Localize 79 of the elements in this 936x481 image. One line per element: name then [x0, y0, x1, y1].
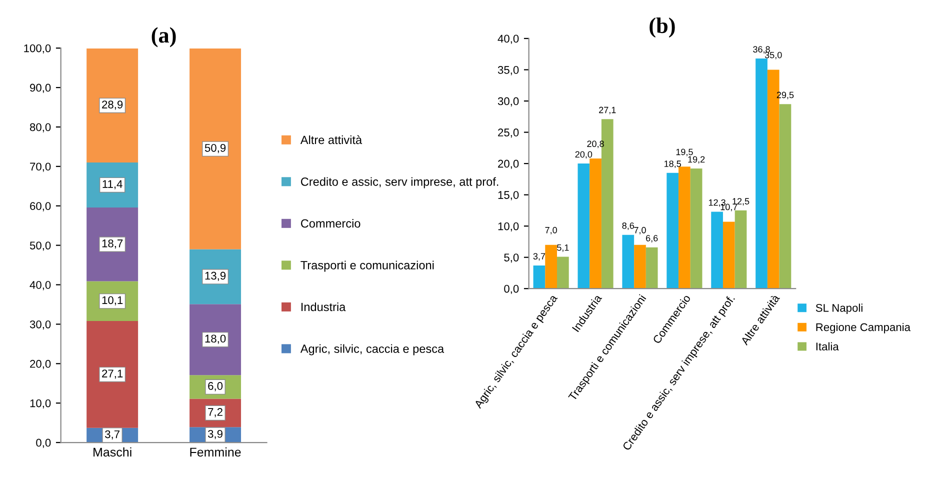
chart-title: (a): [152, 27, 176, 48]
legend-label: Regione Campania: [816, 322, 910, 334]
data-label: 8,6: [622, 222, 634, 230]
bar: [86, 321, 138, 428]
bar: [545, 244, 557, 289]
y-tick-label: 40,0: [30, 281, 51, 290]
data-label: 50,9: [204, 144, 226, 154]
data-label: 19,5: [676, 148, 693, 156]
bar: [690, 168, 702, 289]
y-tick-label: 30,0: [30, 320, 51, 330]
data-label: 18,7: [102, 239, 123, 249]
data-label: 7,0: [634, 226, 646, 234]
data-label: 13,9: [205, 272, 226, 281]
legend-label: Commercio: [300, 218, 360, 228]
bar: [678, 166, 690, 289]
data-label: 3,9: [208, 430, 222, 440]
legend-label: SL Napoli: [816, 304, 862, 314]
x-tick-label: Maschi: [94, 447, 132, 457]
y-tick-label: 80,0: [30, 123, 51, 132]
bar: [634, 244, 646, 289]
y-tick-label: 100,0: [24, 44, 51, 54]
data-label: 35,0: [764, 52, 782, 60]
legend-label: Industria: [301, 302, 346, 312]
y-tick-label: 70,0: [30, 162, 51, 172]
y-tick-label: 0,0: [36, 438, 51, 448]
data-label: 7,2: [208, 408, 222, 418]
bar: [190, 48, 242, 250]
y-tick-label: 50,0: [30, 242, 51, 251]
data-label: 5,1: [557, 244, 569, 252]
y-tick-label: 20,0: [30, 360, 51, 370]
bar: [557, 256, 569, 289]
y-tick-label: 15,0: [498, 191, 519, 200]
y-tick-label: 5,0: [504, 254, 519, 263]
bar: [590, 158, 602, 289]
y-tick-label: 20,0: [498, 160, 519, 169]
data-label: 6,0: [208, 382, 223, 392]
y-tick-label: 35,0: [498, 66, 519, 76]
y-tick-label: 30,0: [498, 97, 519, 106]
data-label: 6,6: [646, 234, 658, 242]
y-tick-label: 0,0: [504, 284, 519, 294]
data-label: 10,1: [102, 296, 123, 306]
chart-title: (b): [650, 18, 675, 38]
bar: [190, 304, 242, 376]
bar: [578, 164, 590, 289]
data-label: 18,0: [205, 334, 226, 344]
data-label: 11,4: [102, 180, 122, 190]
bar: [756, 58, 768, 289]
y-tick-label: 10,0: [30, 399, 51, 409]
data-label: 27,1: [102, 370, 123, 379]
legend-label: Credito e assic, serv imprese, att prof.: [300, 177, 498, 188]
bar: [779, 104, 792, 289]
x-tick-label: Femmine: [190, 447, 241, 457]
data-label: 36,8: [753, 46, 770, 54]
y-tick-label: 90,0: [30, 84, 51, 93]
legend-label: Altre attività: [300, 135, 362, 144]
data-label: 28,9: [102, 100, 123, 110]
bar: [86, 48, 138, 162]
bar: [622, 234, 634, 289]
bar: [734, 210, 747, 289]
data-label: 7,0: [545, 226, 557, 234]
data-label: 3,7: [533, 253, 546, 261]
bar: [666, 172, 679, 289]
data-label: 19,2: [688, 156, 705, 164]
legend-label: Trasporti e comunicazioni: [300, 260, 434, 272]
y-tick-label: 60,0: [30, 202, 51, 212]
data-label: 3,7: [105, 430, 120, 440]
data-label: 18,5: [664, 160, 681, 168]
bar: [722, 222, 735, 289]
legend-label: Italia: [816, 342, 839, 350]
bar: [711, 212, 723, 289]
bar: [533, 265, 546, 289]
y-tick-label: 40,0: [498, 34, 519, 44]
bar: [86, 207, 138, 282]
bar: [646, 247, 658, 289]
data-label: 20,0: [575, 151, 592, 159]
data-label: 27,1: [599, 106, 616, 114]
y-tick-label: 25,0: [498, 128, 519, 138]
y-tick-label: 10,0: [498, 222, 519, 232]
data-label: 12,5: [732, 198, 750, 206]
